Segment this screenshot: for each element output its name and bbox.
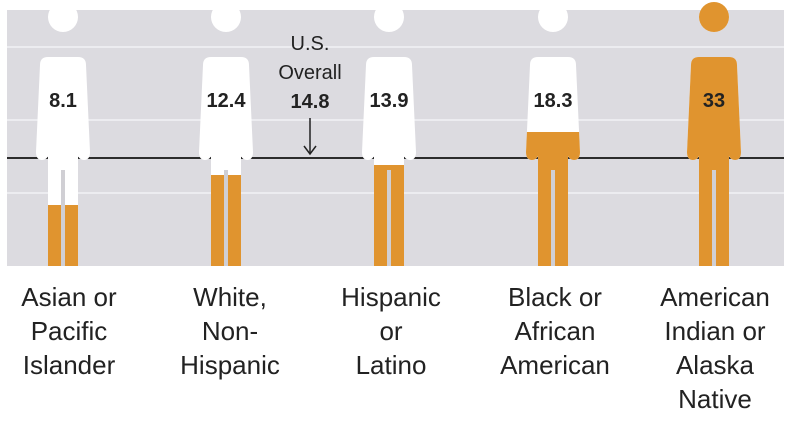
gridline (7, 46, 784, 48)
us-overall-annotation: U.S. Overall 14.8 (270, 30, 350, 117)
us-overall-line2: Overall (278, 62, 342, 84)
arrow-down-icon (303, 118, 317, 156)
person-figure-white-non-hispanic-icon (199, 2, 253, 266)
us-overall-line1: U.S. (290, 33, 330, 55)
label-asian-pacific-islander: Asian or Pacific Islander (21, 282, 117, 380)
value-hispanic-latino: 13.9 (369, 90, 409, 112)
label-black-african-american: Black or African American (500, 282, 610, 380)
value-american-indian-alaska-native: 33 (702, 90, 726, 112)
person-figure-hispanic-latino-icon (362, 2, 416, 266)
label-american-indian-alaska-native: American Indian or Alaska Native (660, 282, 770, 414)
person-figure-american-indian-alaska-native-icon (687, 2, 741, 266)
label-hispanic-latino: Hispanic or Latino (341, 282, 441, 380)
us-overall-value: 14.8 (290, 91, 330, 113)
value-asian-pacific-islander: 8.1 (49, 90, 77, 112)
label-white-non-hispanic: White, Non- Hispanic (180, 282, 280, 380)
person-figure-black-african-american-icon (526, 2, 580, 266)
value-white-non-hispanic: 12.4 (206, 90, 246, 112)
value-black-african-american: 18.3 (533, 90, 573, 112)
person-figure-asian-pacific-islander-icon (36, 2, 90, 266)
